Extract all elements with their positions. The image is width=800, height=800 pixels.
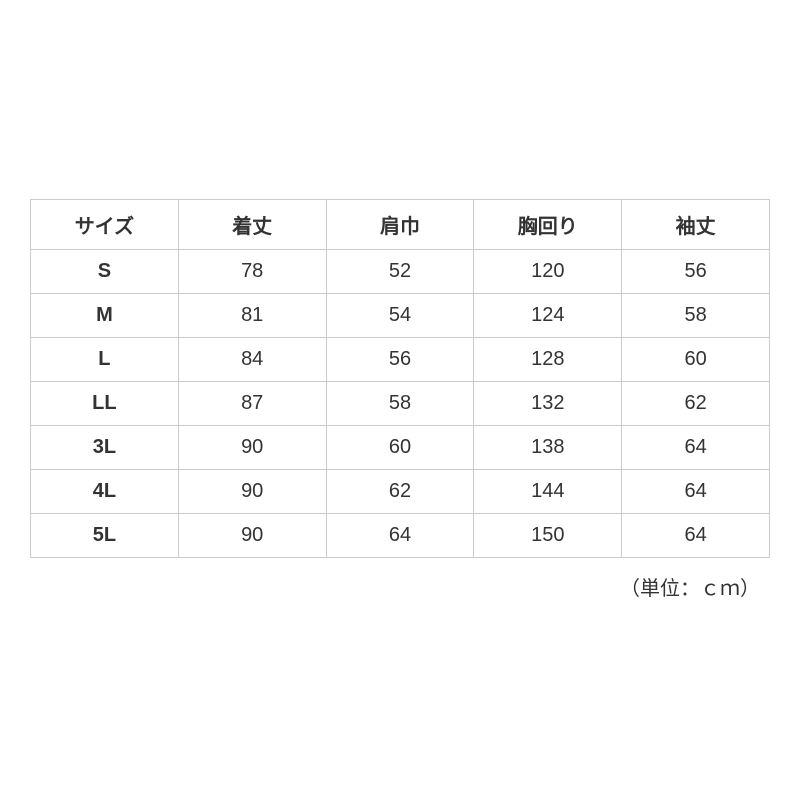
- cell-value: 124: [474, 294, 622, 338]
- table-header-row: サイズ 着丈 肩巾 胸回り 袖丈: [31, 200, 770, 250]
- cell-value: 54: [326, 294, 474, 338]
- cell-value: 144: [474, 470, 622, 514]
- col-header-shoulder: 肩巾: [326, 200, 474, 250]
- row-label: M: [31, 294, 179, 338]
- table-row: 3L 90 60 138 64: [31, 426, 770, 470]
- cell-value: 120: [474, 250, 622, 294]
- table-row: L 84 56 128 60: [31, 338, 770, 382]
- cell-value: 64: [622, 514, 770, 558]
- row-label: S: [31, 250, 179, 294]
- cell-value: 56: [326, 338, 474, 382]
- cell-value: 62: [326, 470, 474, 514]
- cell-value: 60: [622, 338, 770, 382]
- cell-value: 64: [622, 426, 770, 470]
- cell-value: 58: [622, 294, 770, 338]
- cell-value: 81: [178, 294, 326, 338]
- cell-value: 84: [178, 338, 326, 382]
- cell-value: 90: [178, 426, 326, 470]
- cell-value: 64: [622, 470, 770, 514]
- col-header-length: 着丈: [178, 200, 326, 250]
- cell-value: 90: [178, 470, 326, 514]
- table-row: 5L 90 64 150 64: [31, 514, 770, 558]
- cell-value: 128: [474, 338, 622, 382]
- table-row: S 78 52 120 56: [31, 250, 770, 294]
- cell-value: 78: [178, 250, 326, 294]
- row-label: 5L: [31, 514, 179, 558]
- col-header-chest: 胸回り: [474, 200, 622, 250]
- row-label: LL: [31, 382, 179, 426]
- cell-value: 138: [474, 426, 622, 470]
- cell-value: 56: [622, 250, 770, 294]
- col-header-sleeve: 袖丈: [622, 200, 770, 250]
- row-label: 3L: [31, 426, 179, 470]
- cell-value: 90: [178, 514, 326, 558]
- cell-value: 64: [326, 514, 474, 558]
- cell-value: 60: [326, 426, 474, 470]
- cell-value: 62: [622, 382, 770, 426]
- size-chart-table: サイズ 着丈 肩巾 胸回り 袖丈 S 78 52 120 56 M 81 54 …: [30, 199, 770, 558]
- col-header-size: サイズ: [31, 200, 179, 250]
- cell-value: 150: [474, 514, 622, 558]
- table-row: LL 87 58 132 62: [31, 382, 770, 426]
- cell-value: 132: [474, 382, 622, 426]
- table-row: M 81 54 124 58: [31, 294, 770, 338]
- unit-note: （単位：ｃｍ）: [30, 572, 770, 601]
- table-row: 4L 90 62 144 64: [31, 470, 770, 514]
- row-label: 4L: [31, 470, 179, 514]
- row-label: L: [31, 338, 179, 382]
- cell-value: 52: [326, 250, 474, 294]
- cell-value: 58: [326, 382, 474, 426]
- cell-value: 87: [178, 382, 326, 426]
- size-chart-container: サイズ 着丈 肩巾 胸回り 袖丈 S 78 52 120 56 M 81 54 …: [30, 199, 770, 601]
